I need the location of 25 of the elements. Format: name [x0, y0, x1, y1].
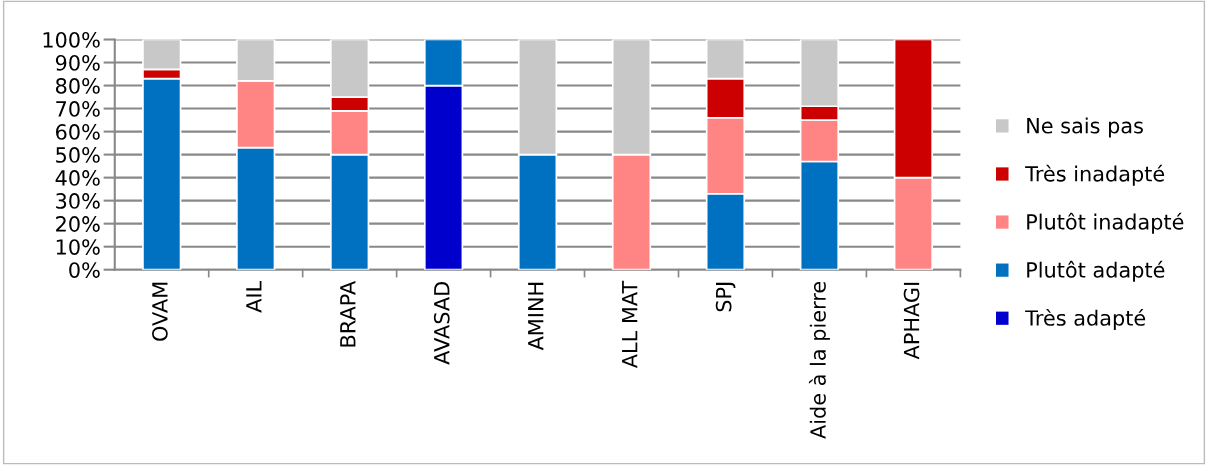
x-tick-label: AMINH — [528, 282, 544, 351]
legend-label: Très inadapté — [1025, 164, 1165, 186]
x-tick-label: Aide à la pierre — [808, 281, 830, 439]
y-tick-label: 0% — [69, 262, 100, 278]
x-tick-label: OVAM — [152, 282, 168, 341]
legend-label: Très adapté — [1025, 308, 1146, 330]
x-tick-label: ALL MAT — [622, 280, 638, 369]
y-tick-label: 30% — [56, 193, 100, 209]
y-tick-label: 60% — [56, 124, 100, 140]
y-tick-label: 40% — [55, 170, 100, 186]
y-tick-label: 70% — [56, 101, 100, 117]
y-tick-label: 50% — [56, 147, 100, 163]
x-tick-label: AVASAD — [433, 282, 450, 365]
legend-label: Plutôt inadapté — [1027, 212, 1184, 234]
y-tick-label: 80% — [55, 78, 100, 94]
y-tick-label: 20% — [56, 216, 100, 232]
legend-label: Plutôt adapté — [1027, 260, 1165, 282]
x-tick-label: APHAGI — [903, 282, 920, 360]
x-tick-label: AIL — [246, 280, 262, 313]
y-tick-label: 10% — [56, 239, 100, 255]
y-tick-label: 90% — [55, 55, 100, 71]
x-tick-label: SPJ — [715, 282, 736, 312]
y-tick-label: 100% — [43, 31, 100, 48]
legend-label: Ne sais pas — [1027, 117, 1143, 138]
x-tick-label: BRAPA — [340, 280, 356, 347]
